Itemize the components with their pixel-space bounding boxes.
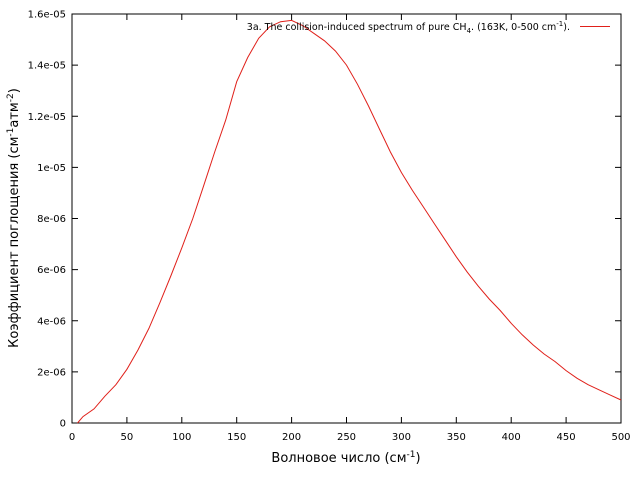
- y-tick-label: 1.4e-05: [28, 61, 66, 72]
- series-line: [77, 19, 622, 424]
- x-tick-label: 50: [121, 432, 134, 443]
- y-axis-title: Коэффициент поглощения (см-1атм-2): [6, 88, 22, 348]
- y-tick-label: 0: [60, 419, 66, 430]
- x-tick-label: 200: [282, 432, 301, 443]
- x-axis-title: Волновое число (см-1): [271, 450, 420, 466]
- axis-ticks: [71, 13, 622, 424]
- y-tick-labels: 0 2e-06 4e-06 6e-06 8e-06 1e-05 1.2e-05 1.4e-05…: [28, 10, 66, 430]
- x-tick-labels: 0 50 100 150 200 250 300 350 400 450 500: [69, 432, 631, 443]
- y-tick-label: 8e-06: [37, 214, 66, 225]
- y-tick-label: 1.6e-05: [28, 10, 66, 21]
- x-tick-label: 250: [337, 432, 356, 443]
- x-tick-label: 400: [502, 432, 521, 443]
- y-tick-label: 6e-06: [37, 265, 66, 276]
- legend-label: 3a. The collision-induced spectrum of pu…: [247, 20, 570, 35]
- x-tick-label: 500: [611, 432, 630, 443]
- legend: 3a. The collision-induced spectrum of pu…: [247, 20, 610, 35]
- y-tick-label: 1e-05: [37, 163, 66, 174]
- x-tick-label: 100: [172, 432, 191, 443]
- y-tick-label: 2e-06: [37, 367, 66, 378]
- plot-area: [71, 13, 622, 424]
- x-tick-label: 350: [447, 432, 466, 443]
- x-tick-label: 0: [69, 432, 75, 443]
- x-tick-label: 300: [392, 432, 411, 443]
- y-tick-label: 4e-06: [37, 316, 66, 327]
- x-tick-label: 450: [557, 432, 576, 443]
- x-tick-label: 150: [227, 432, 246, 443]
- y-tick-label: 1.2e-05: [28, 112, 66, 123]
